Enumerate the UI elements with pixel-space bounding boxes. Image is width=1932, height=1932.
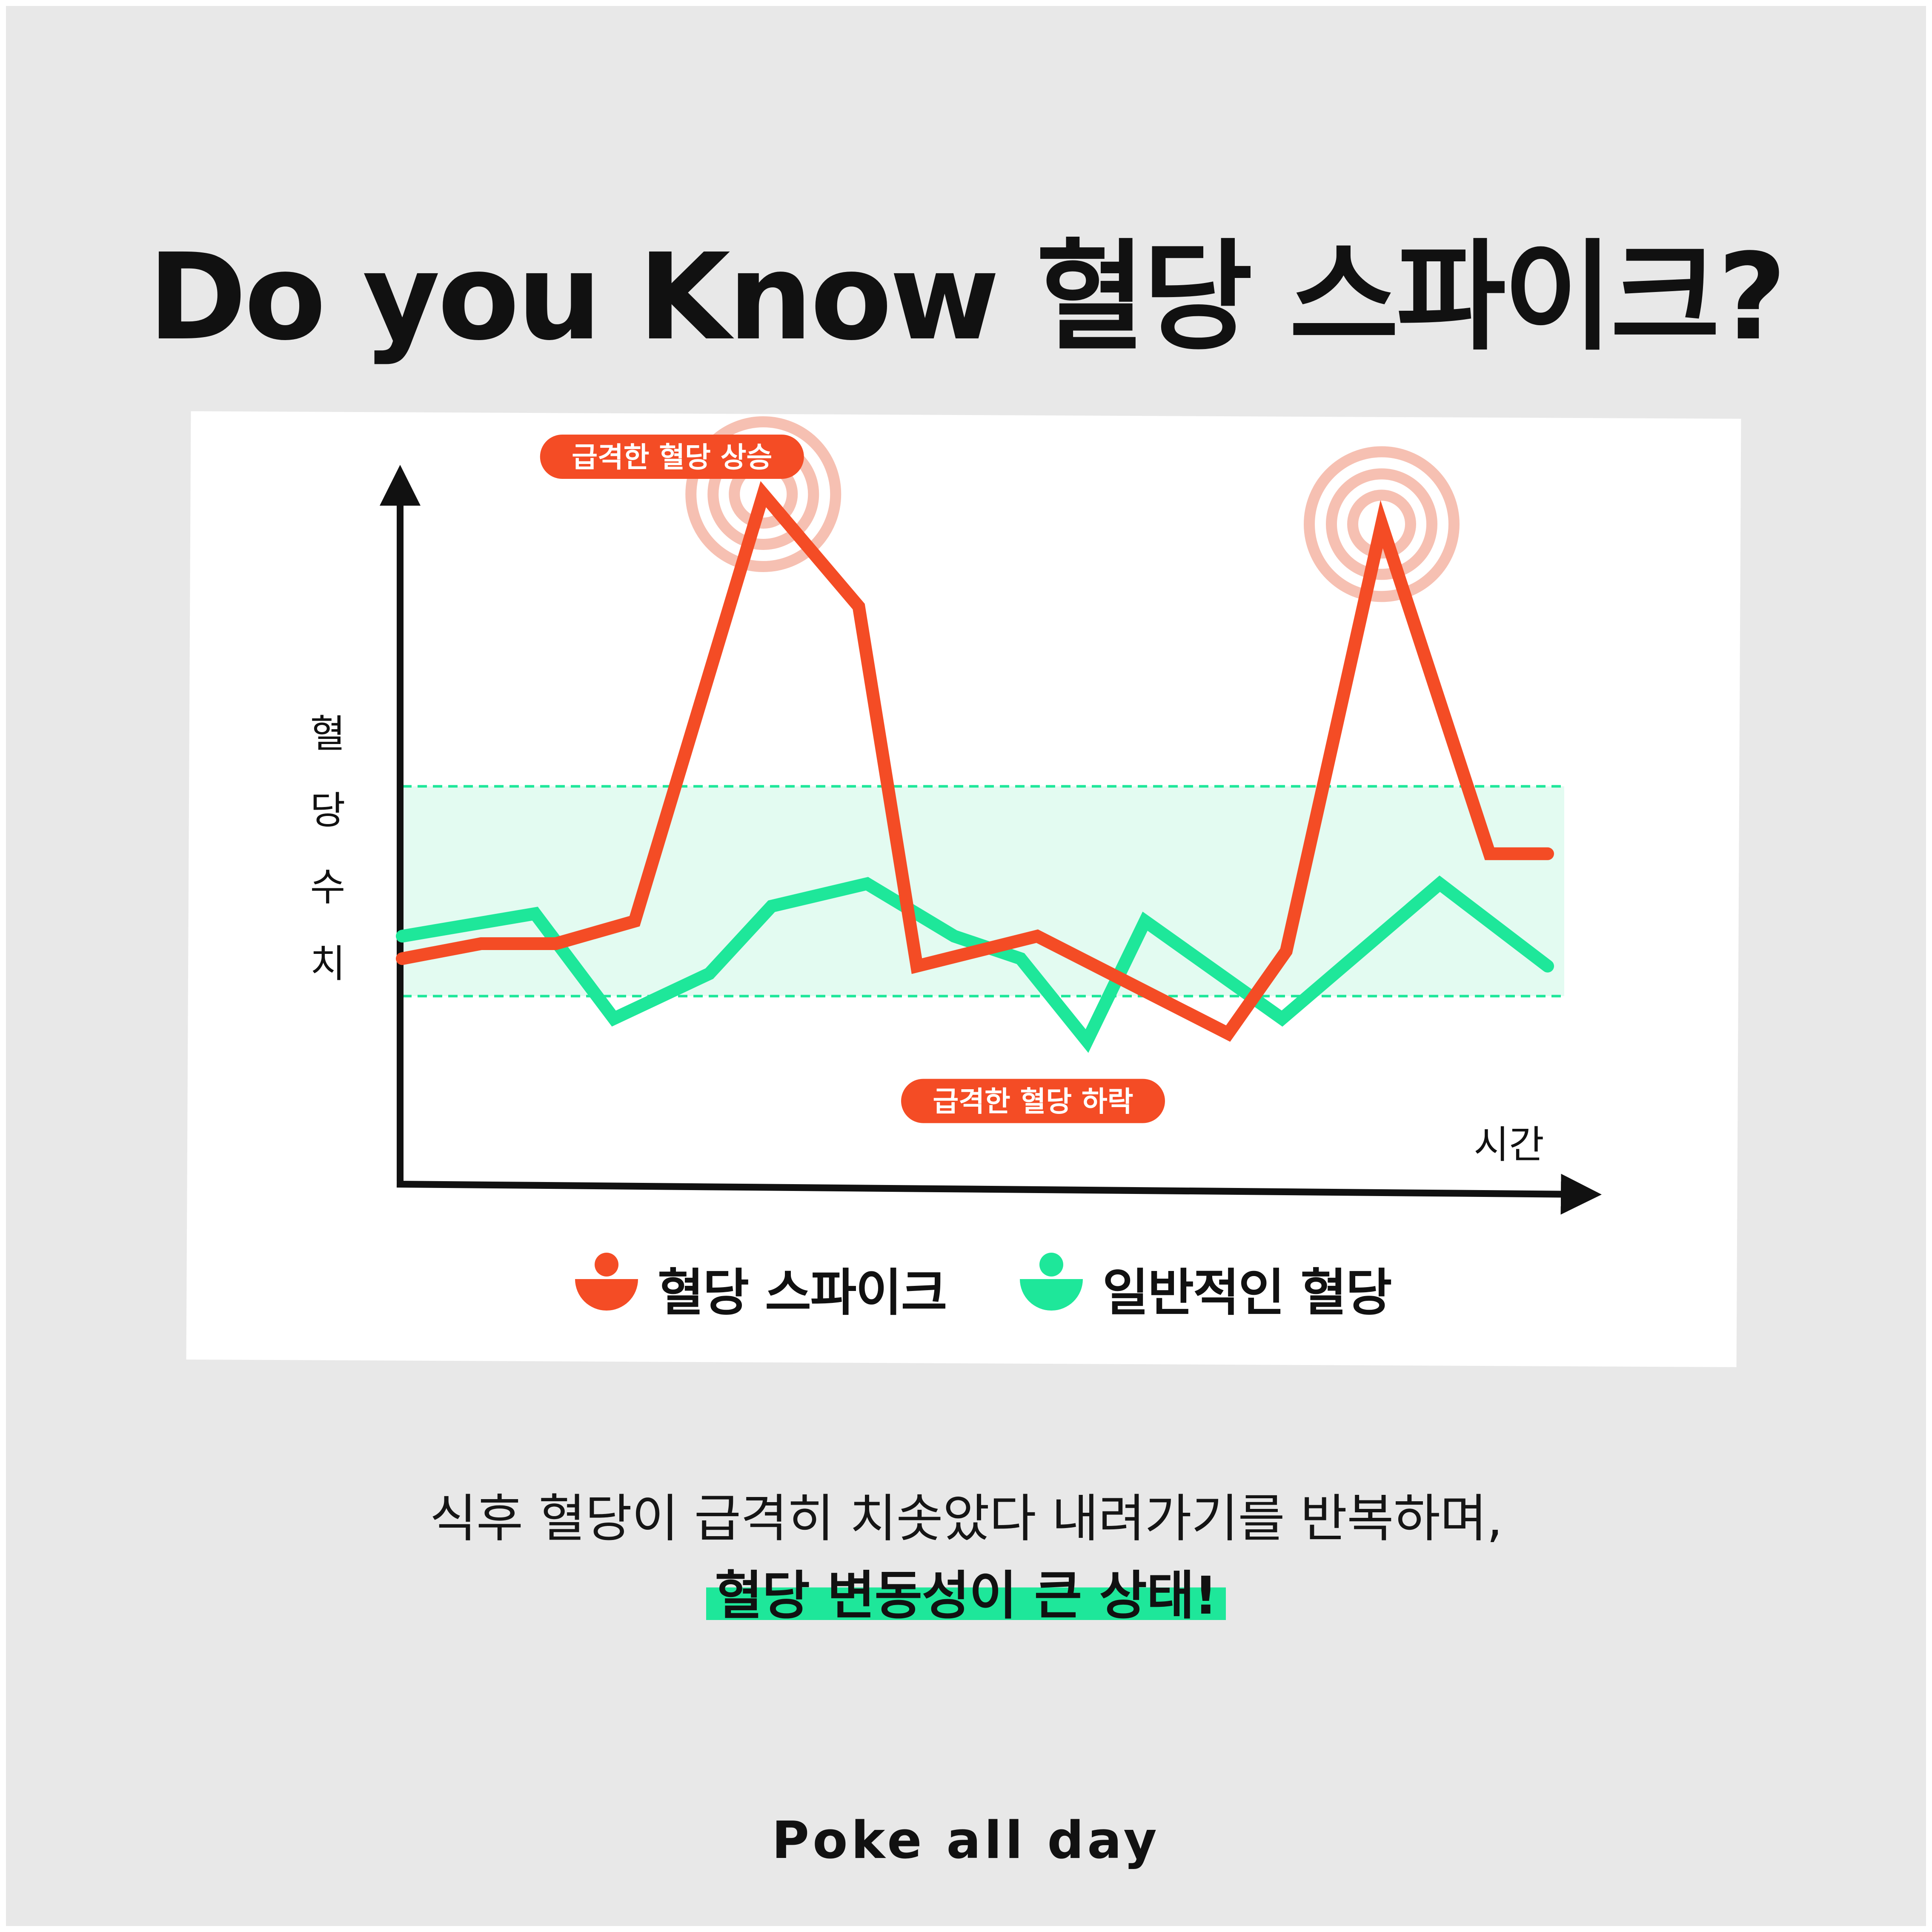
x-axis-label: 시간 — [1474, 1122, 1544, 1167]
legend-label-spike: 혈당 스파이크 — [658, 1263, 947, 1322]
caption-line-2-wrap: 혈당 변동성이 큰 상태! — [0, 1554, 1932, 1629]
x-axis — [396, 1174, 1602, 1215]
spike-bowl-icon — [575, 1253, 638, 1311]
y-axis-label-char-2: 당 — [310, 788, 346, 833]
peak-ripple-2-ring-1 — [1304, 446, 1460, 602]
y-axis-label-char-3: 수 — [310, 865, 346, 910]
page-title: Do you Know 혈당 스파이크? — [148, 228, 1786, 367]
peak-ripple-1-ring-1 — [685, 416, 841, 572]
y-axis-label-char-4: 치 — [310, 942, 346, 986]
y-axis-label-char-1: 혈 — [310, 712, 346, 756]
legend-label-normal: 일반적인 혈당 — [1102, 1263, 1392, 1322]
caption-line-1: 식후 혈당이 급격히 치솟았다 내려가기를 반복하며, — [429, 1489, 1503, 1548]
caption-line-2-highlight: 혈당 변동성이 큰 상태! — [706, 1554, 1226, 1629]
brand-logo: Poke all day — [772, 1811, 1160, 1870]
series-line-spike — [396, 481, 1554, 1042]
normal-range-band — [402, 786, 1564, 996]
peak-ripple-2-ring-2 — [1326, 468, 1437, 580]
chart-legend: 혈당 스파이크 일반적인 혈당 — [0, 1249, 1932, 1334]
normal-bowl-icon — [1020, 1253, 1083, 1311]
annotation-pill-2 — [901, 1079, 1165, 1123]
annotation-label-2: 급격한 혈당 하락 — [933, 1085, 1133, 1118]
annotation-pill-1 — [540, 435, 804, 479]
annotation-label-1: 급격한 혈당 상승 — [572, 441, 772, 474]
series-line-normal — [396, 875, 1554, 1053]
